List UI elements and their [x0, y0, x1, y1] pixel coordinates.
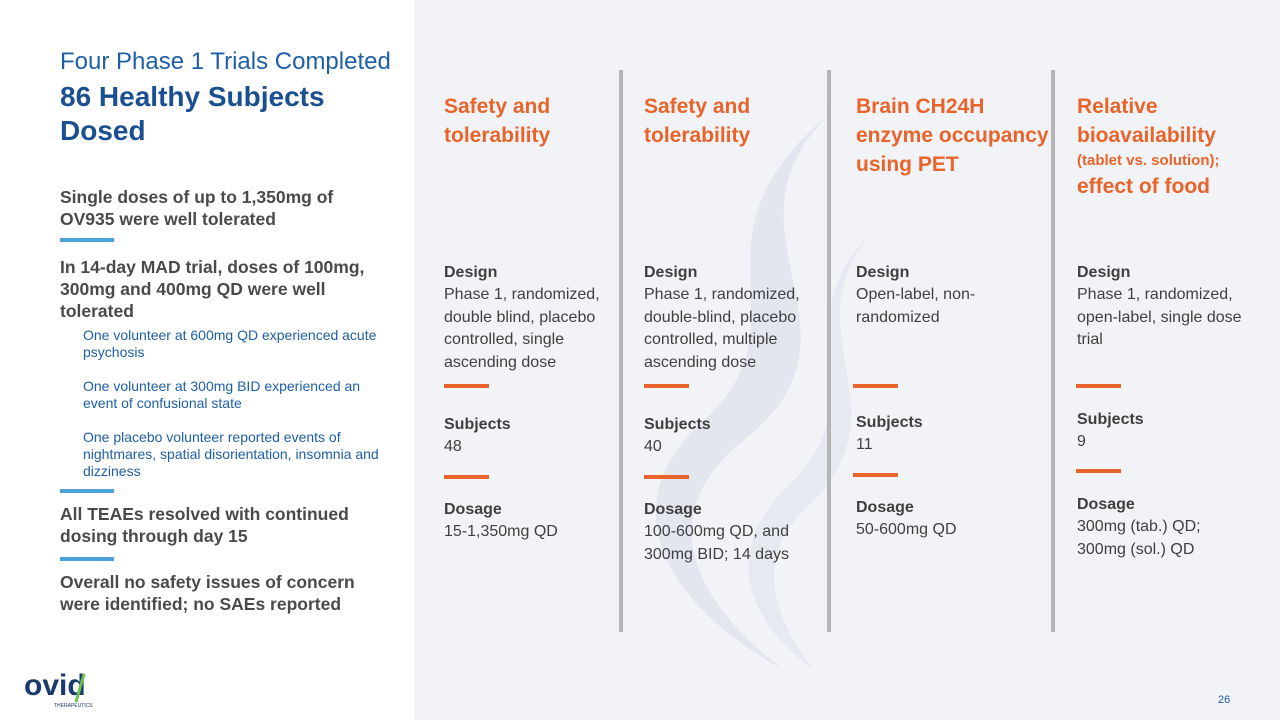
svg-text:ovid: ovid: [24, 669, 86, 702]
trial-4-heading-tail: effect of food: [1077, 175, 1210, 198]
trial-1-dosage-label: Dosage: [444, 501, 502, 518]
trial-2-subjects-label: Subjects: [644, 416, 711, 433]
trial-4-dosage: 300mg (tab.) QD; 300mg (sol.) QD: [1077, 518, 1201, 558]
trial-2-heading: Safety and tolerability: [644, 95, 751, 147]
key-point-4: Overall no safety issues of concern were…: [60, 572, 355, 614]
divider-bar: [853, 384, 898, 388]
trial-4-subjects-label: Subjects: [1077, 411, 1144, 428]
trial-1-dosage: 15-1,350mg QD: [444, 523, 558, 540]
key-point-3: All TEAEs resolved with continued dosing…: [60, 504, 349, 546]
divider-bar: [444, 475, 489, 479]
trial-1-design: Phase 1, randomized, double blind, place…: [444, 286, 600, 371]
divider-bar: [853, 473, 898, 477]
trial-3-subjects: 11: [856, 436, 873, 453]
trial-4-dosage-label: Dosage: [1077, 496, 1135, 513]
trial-4-heading-extra: (tablet vs. solution);: [1077, 152, 1220, 169]
ovid-logo-icon: ovid THERAPEUTICS: [24, 669, 93, 709]
trial-3-subjects-label: Subjects: [856, 414, 923, 431]
trial-2-design-label: Design: [644, 264, 698, 281]
sub-point-1: One volunteer at 600mg QD experienced ac…: [83, 327, 377, 360]
divider-bar: [644, 384, 689, 388]
key-point-2: In 14-day MAD trial, doses of 100mg, 300…: [60, 257, 365, 321]
trial-2-subjects: 40: [644, 438, 662, 455]
key-point-1: Single doses of up to 1,350mg of OV935 w…: [60, 187, 334, 229]
trial-1-design-label: Design: [444, 264, 498, 281]
divider-bar: [644, 475, 689, 479]
trial-4-design-label: Design: [1077, 264, 1131, 281]
divider-bar: [1076, 384, 1121, 388]
svg-text:THERAPEUTICS: THERAPEUTICS: [54, 703, 93, 709]
trial-2-dosage: 100-600mg QD, and 300mg BID; 14 days: [644, 523, 789, 563]
trial-3-dosage-label: Dosage: [856, 499, 914, 516]
trial-3-design-label: Design: [856, 264, 910, 281]
trial-2-design: Phase 1, randomized, double-blind, place…: [644, 286, 800, 371]
flame-watermark-icon: [655, 110, 874, 670]
left-panel: Four Phase 1 Trials Completed 86 Healthy…: [0, 0, 414, 720]
trial-2-dosage-label: Dosage: [644, 501, 702, 518]
column-divider: [1051, 70, 1055, 632]
divider-bar: [60, 238, 114, 242]
slide-subtitle: Four Phase 1 Trials Completed: [60, 48, 391, 75]
trial-1-subjects: 48: [444, 438, 462, 455]
slide-title: 86 Healthy Subjects Dosed: [60, 81, 325, 146]
trial-3-design: Open-label, non-randomized: [856, 286, 976, 326]
trial-3-dosage: 50-600mg QD: [856, 521, 957, 538]
trial-4-subjects: 9: [1077, 433, 1086, 450]
column-divider: [827, 70, 831, 632]
divider-bar: [1076, 469, 1121, 473]
trial-4-heading: Relative bioavailability (tablet vs. sol…: [1077, 92, 1267, 201]
divider-bar: [60, 489, 114, 493]
trial-4-heading-main: Relative bioavailability: [1077, 95, 1216, 147]
trial-4-design: Phase 1, randomized, open-label, single …: [1077, 286, 1242, 348]
trial-3-heading: Brain CH24H enzyme occupancy using PET: [856, 95, 1049, 176]
page-number: 26: [1218, 694, 1231, 706]
trials-panel: Safety and tolerability Design Phase 1, …: [414, 0, 1280, 720]
trial-1-heading: Safety and tolerability: [444, 95, 551, 147]
divider-bar: [60, 557, 114, 561]
column-divider: [619, 70, 623, 632]
trial-1-subjects-label: Subjects: [444, 416, 511, 433]
divider-bar: [444, 384, 489, 388]
sub-point-3: One placebo volunteer reported events of…: [83, 429, 379, 479]
sub-point-2: One volunteer at 300mg BID experienced a…: [83, 378, 361, 411]
